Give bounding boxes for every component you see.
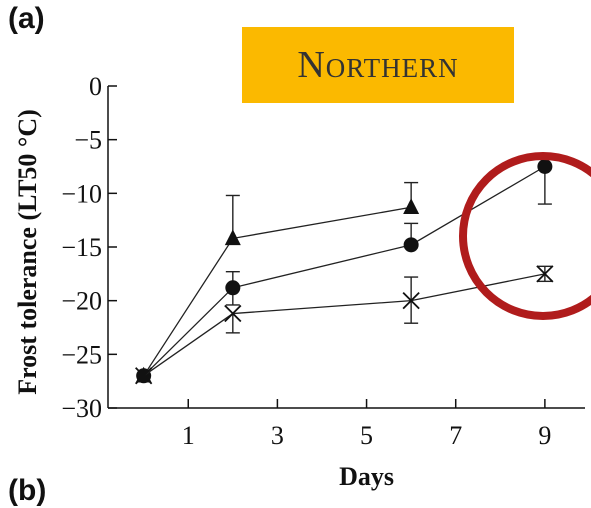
y-tick-label: 0 [89, 72, 102, 101]
data-point-circle [225, 280, 241, 296]
x-tick-label: 3 [271, 421, 284, 450]
data-point-triangle [224, 229, 241, 246]
y-axis-title: Frost tolerance (LT50 °C) [13, 109, 42, 395]
y-tick-label: −15 [61, 233, 102, 262]
y-tick-label: −5 [74, 126, 102, 155]
y-tick-label: −20 [61, 287, 102, 316]
data-point-cross [402, 292, 420, 310]
next-panel-label: (b) [8, 474, 47, 507]
series-line [143, 165, 546, 377]
data-point-circle [403, 237, 419, 253]
data-point-circle [537, 159, 553, 174]
region-badge: Northern [242, 27, 514, 103]
y-tick-label: −10 [61, 179, 102, 208]
data-point-cross-stroke [224, 304, 242, 323]
y-tick-label: −30 [61, 394, 102, 423]
x-tick-label: 1 [182, 421, 195, 450]
data-point-cross [135, 367, 153, 385]
x-axis-title: Days [339, 462, 394, 491]
x-tick-label: 9 [538, 421, 551, 450]
data-point-cross [536, 265, 554, 283]
x-tick-label: 7 [449, 421, 462, 450]
y-tick-label: −25 [61, 340, 102, 369]
x-tick-label: 5 [360, 421, 373, 450]
data-point-cross-stroke [402, 292, 420, 310]
region-badge-text: Northern [297, 44, 459, 86]
highlight-circle [459, 152, 591, 320]
frost-tolerance-chart: 0 −5 −10 −15 −20 −25 −30 1 3 5 7 9 Days Frost toleran… [13, 72, 591, 491]
series-line [143, 206, 412, 377]
data-point-cross-stroke [135, 367, 153, 385]
data-point-cross [224, 304, 242, 323]
data-point-cross-stroke [536, 265, 554, 283]
data-point-triangle [403, 198, 420, 215]
panel-label: (a) [8, 2, 45, 35]
